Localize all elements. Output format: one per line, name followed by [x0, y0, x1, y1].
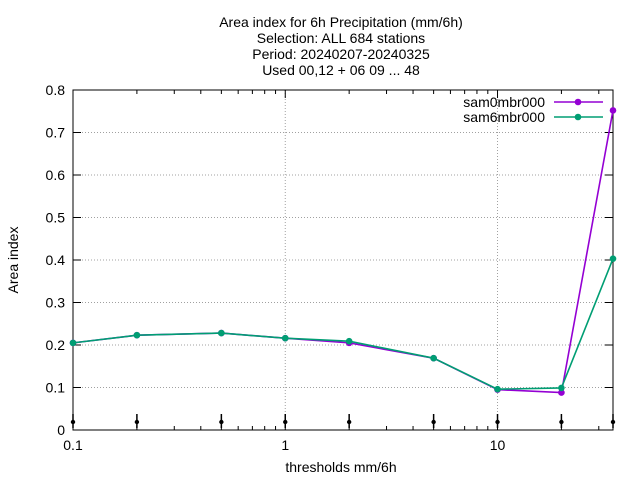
threshold-marker-dot [559, 419, 564, 425]
threshold-markers [70, 414, 616, 428]
y-tick-label: 0.1 [46, 380, 66, 396]
threshold-marker-dot [283, 419, 288, 425]
series-line-sam0mbr000 [72, 110, 614, 394]
data-point [558, 389, 565, 396]
data-point [133, 331, 141, 339]
x-tick-label: 0.1 [63, 437, 83, 453]
x-tick-label: 1 [281, 437, 289, 453]
axis-ticks: 00.10.20.30.40.50.60.70.80.1 1 10 [46, 82, 613, 453]
data-point [281, 334, 289, 342]
threshold-marker-dot [219, 419, 224, 425]
legend-label: sam6mbr000 [463, 109, 545, 125]
y-tick-label: 0.2 [46, 337, 66, 353]
y-tick-label: 0.3 [46, 295, 66, 311]
x-axis-label: thresholds mm/6h [285, 459, 396, 475]
data-point [345, 337, 353, 345]
title-line: Period: 20240207-20240325 [252, 46, 430, 62]
threshold-marker-dot [346, 419, 352, 425]
data-point [430, 354, 437, 362]
title-line: Used 00,12 + 06 09 ... 48 [262, 62, 420, 78]
data-point [69, 339, 77, 347]
threshold-marker-dot [495, 419, 500, 425]
title-line: Area index for 6h Precipitation (mm/6h) [219, 14, 463, 30]
grid [73, 90, 613, 430]
threshold-marker-dot [610, 419, 616, 425]
y-axis-label: Area index [5, 227, 21, 294]
data-point [218, 329, 225, 337]
y-tick-label: 0.7 [46, 125, 66, 141]
series-line-sam6mbr000 [72, 258, 614, 391]
legend-marker [574, 113, 582, 121]
x-tick-label: 10 [490, 437, 506, 453]
y-tick-label: 0.5 [46, 210, 66, 226]
series [69, 107, 617, 396]
y-tick-label: 0.4 [46, 252, 66, 268]
data-point [609, 107, 617, 114]
y-tick-label: 0.6 [46, 167, 66, 183]
threshold-marker-dot [431, 419, 436, 425]
data-point [494, 385, 501, 393]
legend-label: sam0mbr000 [463, 94, 545, 110]
data-point [609, 255, 617, 263]
title-line: Selection: ALL 684 stations [257, 30, 425, 46]
threshold-marker-dot [70, 419, 76, 425]
threshold-marker-dot [134, 419, 140, 425]
y-tick-label: 0.8 [46, 82, 66, 98]
legend-marker [574, 98, 582, 106]
data-point [558, 384, 565, 392]
y-tick-label: 0 [57, 422, 65, 438]
chart-title: Area index for 6h Precipitation (mm/6h)S… [219, 14, 463, 78]
